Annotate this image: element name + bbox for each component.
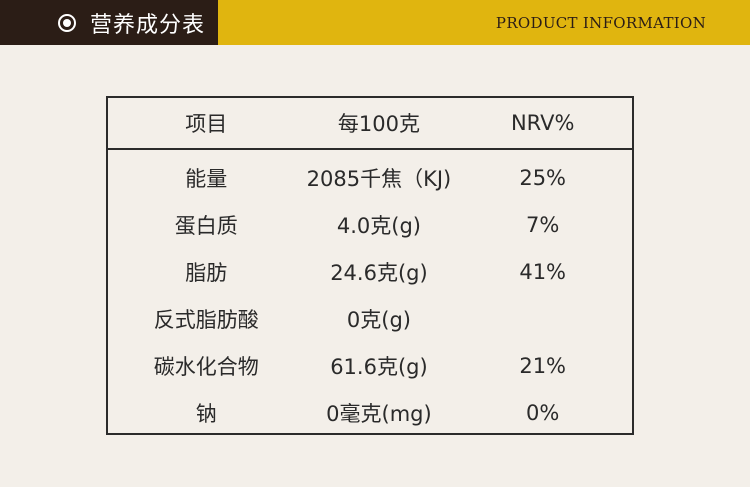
page-title: 营养成分表 xyxy=(90,12,206,38)
item-cell: 蛋白质 xyxy=(174,213,238,238)
nrv-cell: 0% xyxy=(526,400,560,425)
column-header-per-100g: 每100克 xyxy=(337,112,420,136)
table-body: 能量 2085千焦（KJ) 25% 蛋白质 4.0克(g) 7% 脂肪 24.6… xyxy=(108,150,632,436)
table-row: 钠 0毫克(mg) 0% xyxy=(108,389,632,436)
table-row: 碳水化合物 61.6克(g) 21% xyxy=(108,342,632,389)
item-cell: 反式脂肪酸 xyxy=(153,307,259,332)
nrv-cell: 7% xyxy=(526,212,560,237)
nutrition-table: 项目 每100克 NRV% 能量 2085千焦（KJ) 25% 蛋白质 4.0克… xyxy=(106,96,634,435)
item-cell: 钠 xyxy=(195,401,217,426)
radio-bullet-icon xyxy=(58,13,76,32)
table-row: 能量 2085千焦（KJ) 25% xyxy=(108,154,632,201)
amount-cell: 4.0克(g) xyxy=(336,213,421,238)
nrv-cell: 21% xyxy=(519,353,567,378)
header-subtitle-bar: PRODUCT INFORMATION xyxy=(218,0,750,45)
table-row: 蛋白质 4.0克(g) 7% xyxy=(108,201,632,248)
column-header-item: 项目 xyxy=(185,112,228,136)
nrv-cell: 25% xyxy=(519,165,567,190)
nrv-cell: 41% xyxy=(519,259,567,284)
amount-cell: 24.6克(g) xyxy=(330,260,428,285)
column-header-nrv: NRV% xyxy=(510,111,575,135)
header-title-bar: 营养成分表 xyxy=(0,0,218,45)
page-header: 营养成分表 PRODUCT INFORMATION xyxy=(0,0,750,45)
amount-cell: 2085千焦（KJ) xyxy=(306,166,452,191)
amount-cell: 61.6克(g) xyxy=(330,354,428,379)
item-cell: 能量 xyxy=(185,166,228,191)
item-cell: 碳水化合物 xyxy=(153,354,259,379)
table-header-row: 项目 每100克 NRV% xyxy=(108,98,632,150)
amount-cell: 0克(g) xyxy=(346,307,411,332)
item-cell: 脂肪 xyxy=(185,260,228,285)
amount-cell: 0毫克(mg) xyxy=(326,401,432,426)
table-row: 反式脂肪酸 0克(g) xyxy=(108,295,632,342)
page-subtitle: PRODUCT INFORMATION xyxy=(495,13,706,32)
table-row: 脂肪 24.6克(g) 41% xyxy=(108,248,632,295)
